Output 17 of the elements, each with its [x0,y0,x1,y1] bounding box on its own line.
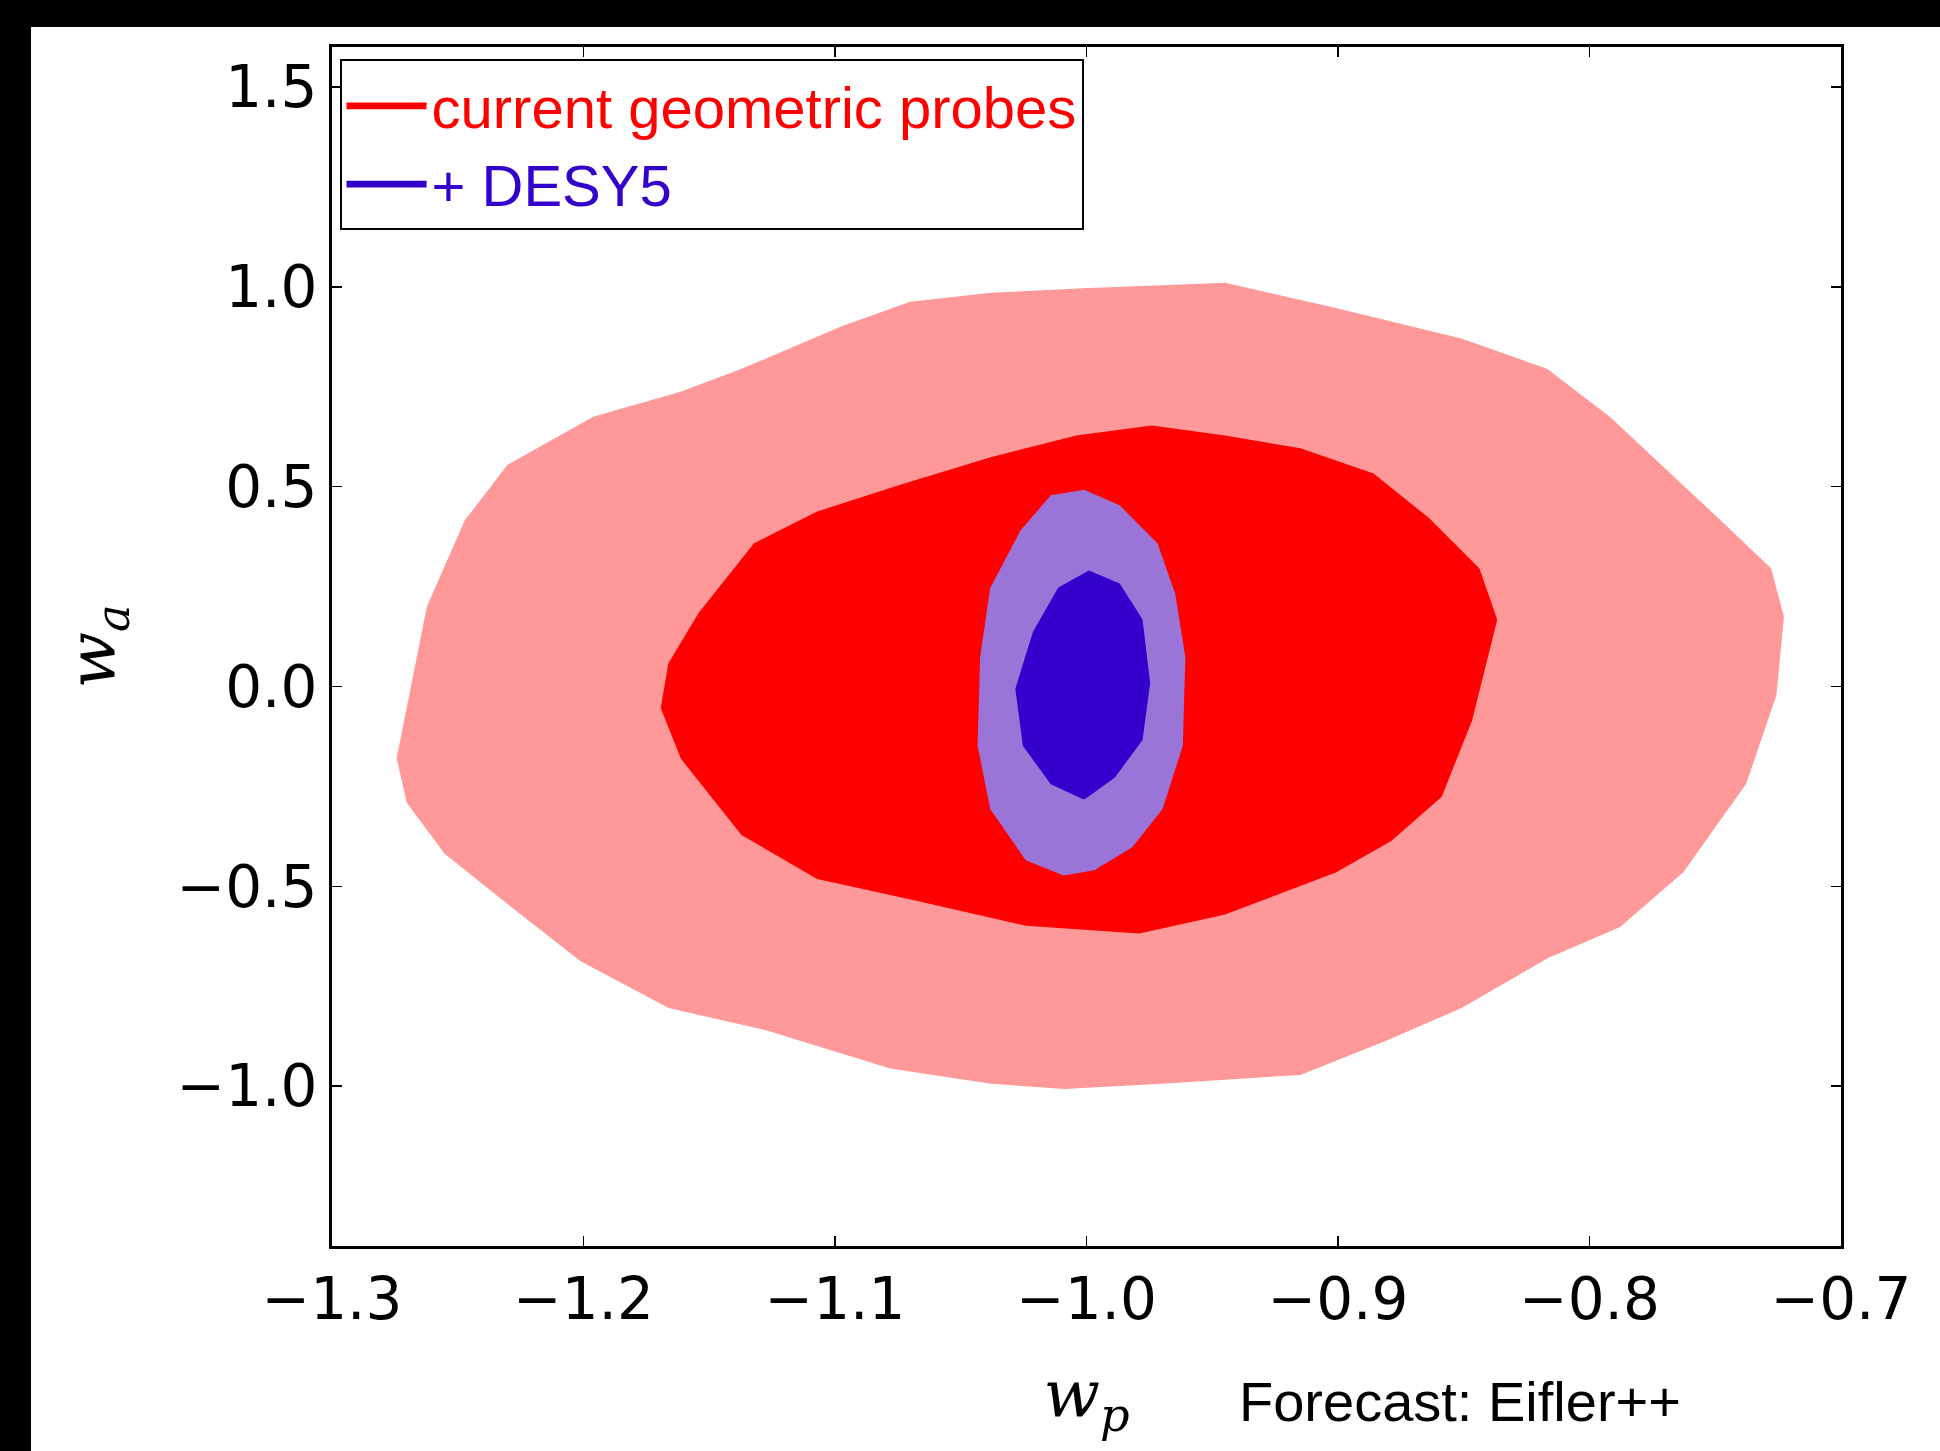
x-tick-label: −1.2 [513,1264,654,1333]
legend-label: + DESY5 [431,153,672,219]
legend-label: current geometric probes [431,74,1077,140]
x-tick-label: −0.7 [1770,1264,1912,1333]
y-tick-label: 1.0 [225,253,318,322]
text: Forecast: Eifler++ [1239,1370,1681,1433]
x-axis-title: w$_{p}$ [1043,1356,1130,1443]
x-tick-label: −0.8 [1519,1264,1660,1333]
x-tick-label: −1.0 [1016,1264,1157,1333]
x-tick-label: −1.1 [764,1264,906,1333]
y-tick-label: −0.5 [176,852,318,921]
y-tick-label: −1.0 [176,1052,318,1121]
y-tick-label: 1.5 [225,53,318,122]
y-tick-label: 0.5 [225,452,318,521]
x-tick-label: −0.9 [1267,1264,1409,1333]
x-tick-label: −1.3 [261,1264,403,1333]
y-tick-label: 0.0 [225,652,318,721]
